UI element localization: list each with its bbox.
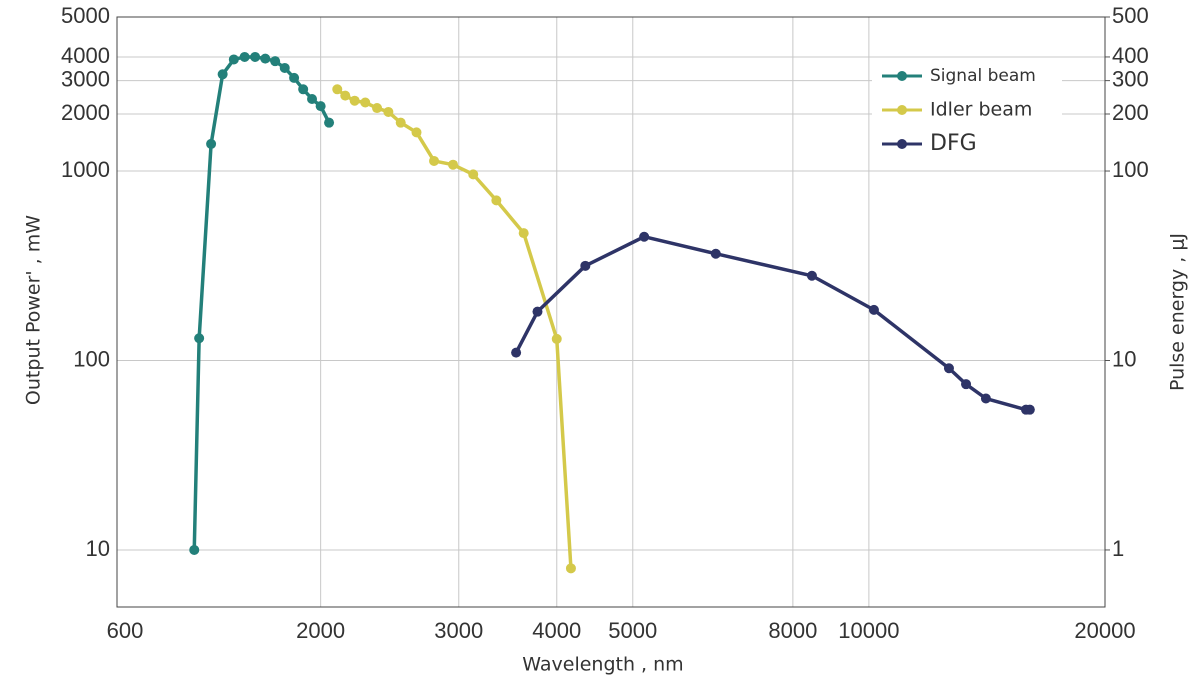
legend-marker — [897, 105, 907, 115]
data-point — [206, 138, 217, 149]
data-point — [491, 195, 502, 206]
data-point — [468, 169, 479, 180]
data-point — [383, 106, 394, 117]
x-tick-label: 8000 — [768, 618, 817, 643]
data-point — [298, 84, 309, 95]
y-tick-label: 3000 — [61, 66, 110, 91]
legend-marker — [897, 71, 907, 81]
data-point — [551, 333, 562, 344]
x-tick-label: 600 — [107, 618, 144, 643]
data-point — [250, 51, 261, 62]
y-tick-label: 100 — [73, 346, 110, 371]
data-point — [532, 306, 543, 317]
y2-tick-label: 1 — [1112, 536, 1124, 561]
series-line — [514, 234, 1030, 412]
y-tick-label: 5000 — [61, 3, 110, 28]
y-tick-label: 1000 — [61, 157, 110, 182]
data-point — [217, 69, 228, 80]
data-point — [332, 84, 343, 95]
data-point — [806, 270, 817, 281]
x-tick-label: 10000 — [838, 618, 899, 643]
data-point — [228, 54, 239, 65]
data-point — [340, 90, 351, 101]
data-point — [260, 53, 271, 64]
data-point — [360, 97, 371, 108]
data-point — [518, 228, 529, 239]
y2-tick-label: 300 — [1112, 66, 1149, 91]
legend-label: Signal beam — [930, 66, 1036, 86]
data-point — [307, 93, 318, 104]
data-point — [411, 127, 422, 138]
data-point — [1024, 404, 1035, 415]
y-tick-label: 2000 — [61, 100, 110, 125]
y2-tick-label: 500 — [1112, 3, 1149, 28]
data-point — [943, 363, 954, 374]
y2-tick-label: 400 — [1112, 43, 1149, 68]
data-point — [980, 393, 991, 404]
data-point — [349, 95, 360, 106]
x-tick-label: 2000 — [296, 618, 345, 643]
data-point — [580, 260, 591, 271]
data-point — [639, 231, 650, 242]
data-point — [372, 103, 383, 114]
y2-axis-label: Pulse energy , μJ — [1167, 233, 1189, 391]
y2-tick-label: 10 — [1112, 346, 1136, 371]
data-point — [279, 62, 290, 73]
y-axis-label: Output Power' , mW — [23, 215, 45, 405]
y-tick-label: 10 — [86, 536, 110, 561]
data-point — [565, 563, 576, 574]
data-point — [395, 117, 406, 128]
legend-marker — [897, 139, 907, 149]
x-tick-label: 5000 — [608, 618, 657, 643]
legend-label: Idler beam — [930, 99, 1032, 121]
data-point — [189, 544, 200, 555]
data-point — [289, 72, 300, 83]
series-line — [192, 55, 331, 551]
data-point — [961, 379, 972, 390]
y-tick-label: 4000 — [61, 43, 110, 68]
data-point — [315, 101, 326, 112]
data-point — [239, 51, 250, 62]
plot-frame — [116, 16, 1106, 608]
y2-tick-label: 200 — [1112, 100, 1149, 125]
x-tick-label: 4000 — [532, 618, 581, 643]
data-point — [511, 347, 522, 358]
legend-label: DFG — [930, 131, 977, 156]
data-point — [429, 155, 440, 166]
x-tick-label: 3000 — [434, 618, 483, 643]
data-point — [270, 56, 281, 67]
data-point — [194, 333, 205, 344]
data-point — [324, 117, 335, 128]
data-point — [868, 304, 879, 315]
data-point — [448, 159, 459, 170]
y2-tick-label: 100 — [1112, 157, 1149, 182]
x-tick-label: 20000 — [1074, 618, 1135, 643]
x-axis-label: Wavelength , nm — [522, 654, 683, 676]
data-point — [710, 248, 721, 259]
